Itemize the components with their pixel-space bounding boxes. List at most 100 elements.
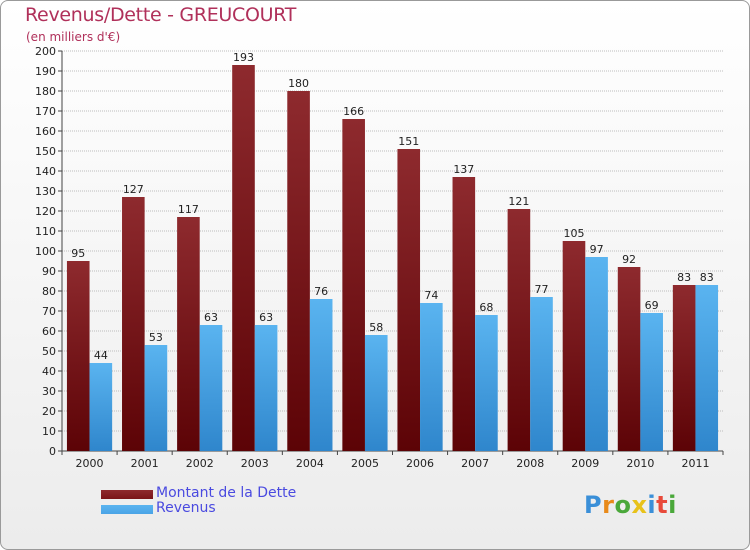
y-tick-label: 90	[42, 265, 56, 278]
x-tick-label: 2007	[461, 457, 489, 470]
data-label: 180	[288, 77, 309, 90]
bar-debt	[342, 119, 365, 451]
y-tick-label: 60	[42, 325, 56, 338]
y-tick-label: 10	[42, 425, 56, 438]
x-tick-label: 2000	[76, 457, 104, 470]
bar-debt	[507, 209, 531, 451]
logo-letter: P	[584, 491, 603, 519]
data-label: 97	[590, 243, 604, 256]
bar-revenue	[199, 325, 223, 451]
data-label: 58	[369, 321, 383, 334]
bar-revenue	[530, 297, 553, 451]
bar-revenue	[475, 315, 498, 451]
bar-debt	[177, 217, 200, 451]
bar-debt	[452, 177, 476, 451]
data-label: 63	[204, 311, 218, 324]
bar-debt	[287, 91, 310, 451]
data-label: 137	[453, 163, 474, 176]
bar-debt	[617, 267, 641, 451]
x-tick-label: 2001	[131, 457, 159, 470]
y-tick-label: 160	[35, 125, 56, 138]
bar-revenue	[254, 325, 278, 451]
logo-letter: i	[647, 491, 657, 519]
data-label: 69	[645, 299, 659, 312]
bar-debt	[66, 261, 90, 451]
chart-subtitle: (en milliers d'€)	[26, 30, 121, 44]
legend-label-debt: Montant de la Dette	[156, 485, 297, 501]
x-tick-label: 2010	[626, 457, 654, 470]
y-tick-label: 130	[35, 185, 56, 198]
data-label: 53	[149, 331, 163, 344]
legend-swatch-debt	[101, 490, 153, 499]
data-label: 44	[94, 349, 108, 362]
y-tick-label: 200	[35, 45, 56, 58]
data-label: 193	[233, 51, 254, 64]
legend-swatch-revenue	[101, 505, 153, 514]
bar-debt	[672, 285, 696, 451]
data-label: 92	[622, 253, 636, 266]
data-label: 121	[508, 195, 529, 208]
y-tick-label: 120	[35, 205, 56, 218]
logo-letter: t	[656, 491, 669, 519]
data-label: 151	[398, 135, 419, 148]
data-label: 68	[479, 301, 493, 314]
x-tick-label: 2009	[571, 457, 599, 470]
data-label: 95	[71, 247, 85, 260]
y-tick-label: 150	[35, 145, 56, 158]
data-label: 83	[700, 271, 714, 284]
y-tick-label: 50	[42, 345, 56, 358]
bar-revenue	[144, 345, 168, 451]
bar-debt	[232, 65, 255, 451]
y-tick-label: 70	[42, 305, 56, 318]
logo-letter: r	[602, 491, 615, 519]
data-label: 77	[535, 283, 549, 296]
grid-lines	[62, 50, 723, 452]
x-tick-label: 2005	[351, 457, 379, 470]
bars	[66, 65, 719, 451]
bar-revenue	[585, 257, 608, 451]
labels: 0 10 20 30 40 50 60 70 80 90 100 110 120 130 140 150 160…	[35, 45, 714, 470]
chart-title: Revenus/Dette - GREUCOURT	[25, 4, 297, 26]
logo-letter: i	[668, 491, 677, 519]
data-label: 83	[677, 271, 691, 284]
y-tick-label: 110	[35, 225, 56, 238]
y-tick-label: 170	[35, 105, 56, 118]
x-tick-label: 2011	[681, 457, 709, 470]
x-tick-label: 2004	[296, 457, 324, 470]
y-tick-label: 190	[35, 65, 56, 78]
data-label: 127	[123, 183, 144, 196]
legend-label-revenue: Revenus	[156, 500, 216, 516]
axes	[58, 50, 724, 455]
x-tick-label: 2003	[241, 457, 269, 470]
y-tick-label: 40	[42, 365, 56, 378]
proxiti-logo: Proxiti	[584, 491, 677, 519]
y-tick-label: 30	[42, 385, 56, 398]
data-label: 105	[563, 227, 584, 240]
x-tick-label: 2006	[406, 457, 434, 470]
x-tick-label: 2002	[186, 457, 214, 470]
data-label: 74	[424, 289, 438, 302]
data-label: 117	[178, 203, 199, 216]
y-tick-label: 180	[35, 85, 56, 98]
y-tick-label: 80	[42, 285, 56, 298]
x-tick-label: 2008	[516, 457, 544, 470]
y-tick-label: 100	[35, 245, 56, 258]
bar-revenue	[695, 285, 719, 451]
bar-revenue	[364, 335, 388, 451]
logo-letter: o	[614, 491, 632, 519]
y-tick-label: 0	[49, 445, 56, 458]
data-label: 166	[343, 105, 364, 118]
logo-letter: x	[631, 491, 648, 519]
bar-debt	[122, 197, 145, 451]
bar-debt	[562, 241, 586, 451]
y-tick-label: 140	[35, 165, 56, 178]
data-label: 63	[259, 311, 273, 324]
bar-revenue	[640, 313, 663, 451]
y-tick-label: 20	[42, 405, 56, 418]
data-label: 76	[314, 285, 328, 298]
bar-revenue	[309, 299, 333, 451]
bar-revenue	[89, 363, 113, 451]
bar-revenue	[420, 303, 443, 451]
